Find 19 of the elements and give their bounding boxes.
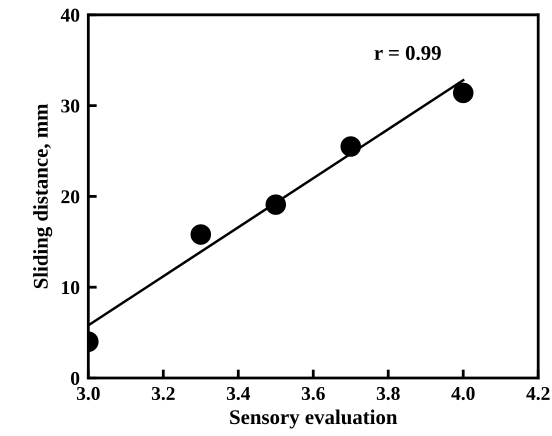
x-tick-label: 3.6 [302, 386, 325, 400]
x-tick-label: 4.2 [526, 386, 550, 400]
x-tick-label: 4.0 [451, 386, 475, 400]
y-tick-label: 40 [60, 8, 80, 22]
y-tick-label: 10 [62, 281, 80, 294]
y-tick-label: 0 [71, 372, 80, 385]
point [190, 224, 212, 245]
annotation: r = 0.99 [374, 46, 441, 60]
point [266, 194, 286, 215]
point [452, 82, 474, 104]
x-tick-label: 3.4 [226, 386, 250, 400]
x-axis-title: Sensory evaluation [230, 410, 398, 428]
x-tick-label: 3.2 [152, 386, 175, 400]
y-tick-label: 30 [61, 99, 80, 113]
y-axis-title: Sliding distance, mm [33, 104, 52, 288]
x-tick-label: 3.8 [376, 386, 400, 400]
point [340, 136, 362, 157]
x-tick-label: 3.0 [76, 386, 100, 400]
y-tick-label: 20 [61, 190, 80, 204]
